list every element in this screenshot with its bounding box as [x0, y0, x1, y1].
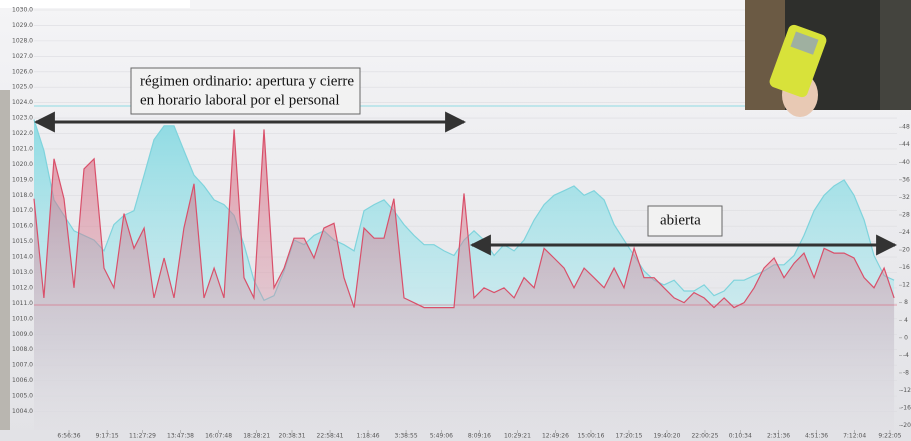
- chart: 1004.0 1005.0 1006.0 1007.0 1008.0 1009.0 1010…: [0, 0, 911, 441]
- x-tick-label: 3:38:55: [395, 433, 418, 440]
- x-tick-label: 11:27:29: [129, 433, 156, 440]
- y2-tick-label: 8: [904, 299, 908, 306]
- y-tick-label: 1022.0: [12, 130, 33, 137]
- y2-tick-label: -20: [901, 422, 911, 429]
- y-tick-label: 1021.0: [12, 145, 33, 152]
- annotation: en horario laboral por el personal: [140, 92, 340, 108]
- y2-tick-label: -8: [903, 369, 909, 376]
- y-tick-label: 1007.0: [12, 362, 33, 369]
- y2-tick-label: -12: [901, 387, 911, 394]
- y-tick-label: 1028.0: [12, 37, 33, 44]
- y2-tick-label: 24: [902, 229, 910, 236]
- y2-tick-label: 20: [902, 247, 910, 254]
- annotation: régimen ordinario: apertura y cierre: [140, 73, 354, 89]
- x-tick-label: 15:00:16: [577, 433, 604, 440]
- y-tick-label: 1017.0: [12, 207, 33, 214]
- y-tick-label: 1026.0: [12, 68, 33, 75]
- y2-tick-label: 28: [902, 211, 910, 218]
- x-tick-label: 1:18:46: [356, 433, 379, 440]
- x-tick-label: 22:58:41: [317, 433, 344, 440]
- x-tick-label: 4:51:36: [805, 433, 828, 440]
- x-tick-label: 6:56:36: [57, 433, 80, 440]
- y-tick-label: 1016.0: [12, 223, 33, 230]
- y-tick-label: 1012.0: [12, 284, 33, 291]
- y2-tick-label: 40: [902, 159, 910, 166]
- y-tick-label: 1024.0: [12, 99, 33, 106]
- x-tick-label: 2:31:36: [767, 433, 790, 440]
- x-tick-label: 22:00:25: [691, 433, 718, 440]
- y2-tick-label: 32: [902, 194, 910, 201]
- x-tick-label: 0:10:34: [729, 433, 752, 440]
- y-tick-label: 1008.0: [12, 346, 33, 353]
- x-tick-label: 10:29:21: [504, 433, 531, 440]
- y-tick-label: 1030.0: [12, 7, 33, 14]
- y-tick-label: 1025.0: [12, 84, 33, 91]
- y-tick-label: 1013.0: [12, 269, 33, 276]
- y2-tick-label: 48: [902, 124, 910, 131]
- left-photo-strip: [0, 90, 10, 430]
- x-tick-label: 16:07:48: [205, 433, 232, 440]
- annotation: abierta: [660, 212, 701, 228]
- y-tick-label: 1011.0: [12, 300, 33, 307]
- x-tick-label: 13:47:38: [167, 433, 194, 440]
- y2-tick-label: 16: [902, 264, 910, 271]
- y2-tick-label: 44: [902, 141, 910, 148]
- x-tick-label: 19:40:20: [653, 433, 680, 440]
- x-tick-label: 7:12:04: [843, 433, 866, 440]
- y-tick-label: 1018.0: [12, 192, 33, 199]
- y-tick-label: 1027.0: [12, 53, 33, 60]
- x-tick-label: 20:38:31: [279, 433, 306, 440]
- y-tick-label: 1015.0: [12, 238, 33, 245]
- y-tick-label: 1005.0: [12, 393, 33, 400]
- x-tick-label: 5:49:06: [430, 433, 453, 440]
- y-tick-label: 1014.0: [12, 254, 33, 261]
- y2-tick-label: 0: [904, 334, 908, 341]
- y2-tick-label: 4: [904, 317, 908, 324]
- y-tick-label: 1020.0: [12, 161, 33, 168]
- y2-tick-label: -16: [901, 405, 911, 412]
- x-tick-label: 9:17:15: [96, 433, 119, 440]
- x-tick-label: 18:28:21: [243, 433, 270, 440]
- y2-tick-label: -4: [903, 352, 909, 359]
- x-tick-label: 9:22:05: [878, 433, 901, 440]
- y-tick-label: 1009.0: [12, 331, 33, 338]
- x-tick-label: 12:49:26: [542, 433, 569, 440]
- y2-tick-label: 12: [902, 282, 910, 289]
- y2-tick-label: 36: [902, 176, 910, 183]
- y-tick-label: 1006.0: [12, 377, 33, 384]
- y-tick-label: 1019.0: [12, 176, 33, 183]
- y-tick-label: 1010.0: [12, 315, 33, 322]
- y-tick-label: 1004.0: [12, 408, 33, 415]
- x-tick-label: 8:09:16: [468, 433, 491, 440]
- y-tick-label: 1029.0: [12, 22, 33, 29]
- photo: [745, 0, 911, 117]
- x-tick-label: 17:20:15: [615, 433, 642, 440]
- y-tick-label: 1023.0: [12, 115, 33, 122]
